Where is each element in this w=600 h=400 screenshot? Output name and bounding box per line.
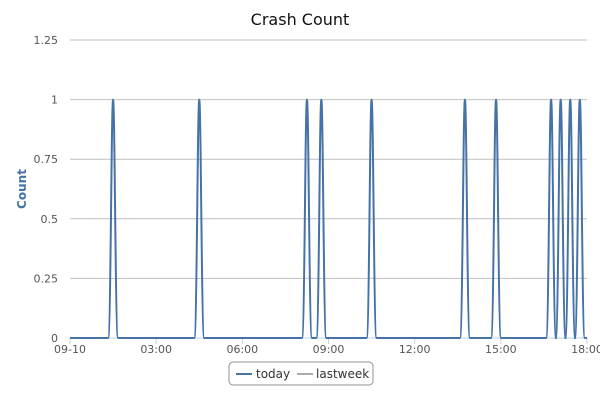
chart-title: Crash Count xyxy=(251,10,350,29)
legend: today lastweek xyxy=(228,361,374,386)
series-lines xyxy=(70,98,587,339)
x-axis-ticks: 09-10 03:00 06:00 09:00 12:00 15:00 18:00 xyxy=(54,338,600,356)
y-axis-ticks: 0 0.25 0.5 0.75 1 1.25 xyxy=(34,34,59,345)
y-tick-label: 0.75 xyxy=(34,153,59,166)
x-tick-label: 09-10 xyxy=(54,343,86,356)
x-tick-label: 06:00 xyxy=(226,343,258,356)
x-tick-label: 18:00 xyxy=(571,343,600,356)
y-tick-label: 0.5 xyxy=(41,213,59,226)
x-tick-label: 12:00 xyxy=(399,343,431,356)
x-tick-label: 09:00 xyxy=(313,343,345,356)
x-tick-label: 15:00 xyxy=(485,343,517,356)
y-tick-label: 0.25 xyxy=(34,272,59,285)
x-tick-label: 03:00 xyxy=(140,343,172,356)
grid-lines xyxy=(70,39,587,339)
legend-item-lastweek[interactable]: lastweek xyxy=(297,367,369,381)
y-tick-label: 1 xyxy=(51,94,58,107)
y-tick-label: 1.25 xyxy=(34,34,59,47)
y-tick-label: 0 xyxy=(51,332,58,345)
legend-item-today[interactable]: today xyxy=(236,367,290,381)
y-axis-label: Count xyxy=(15,169,29,209)
legend-label-today: today xyxy=(256,367,290,381)
series-line-today xyxy=(70,98,587,339)
legend-label-lastweek: lastweek xyxy=(316,367,369,381)
